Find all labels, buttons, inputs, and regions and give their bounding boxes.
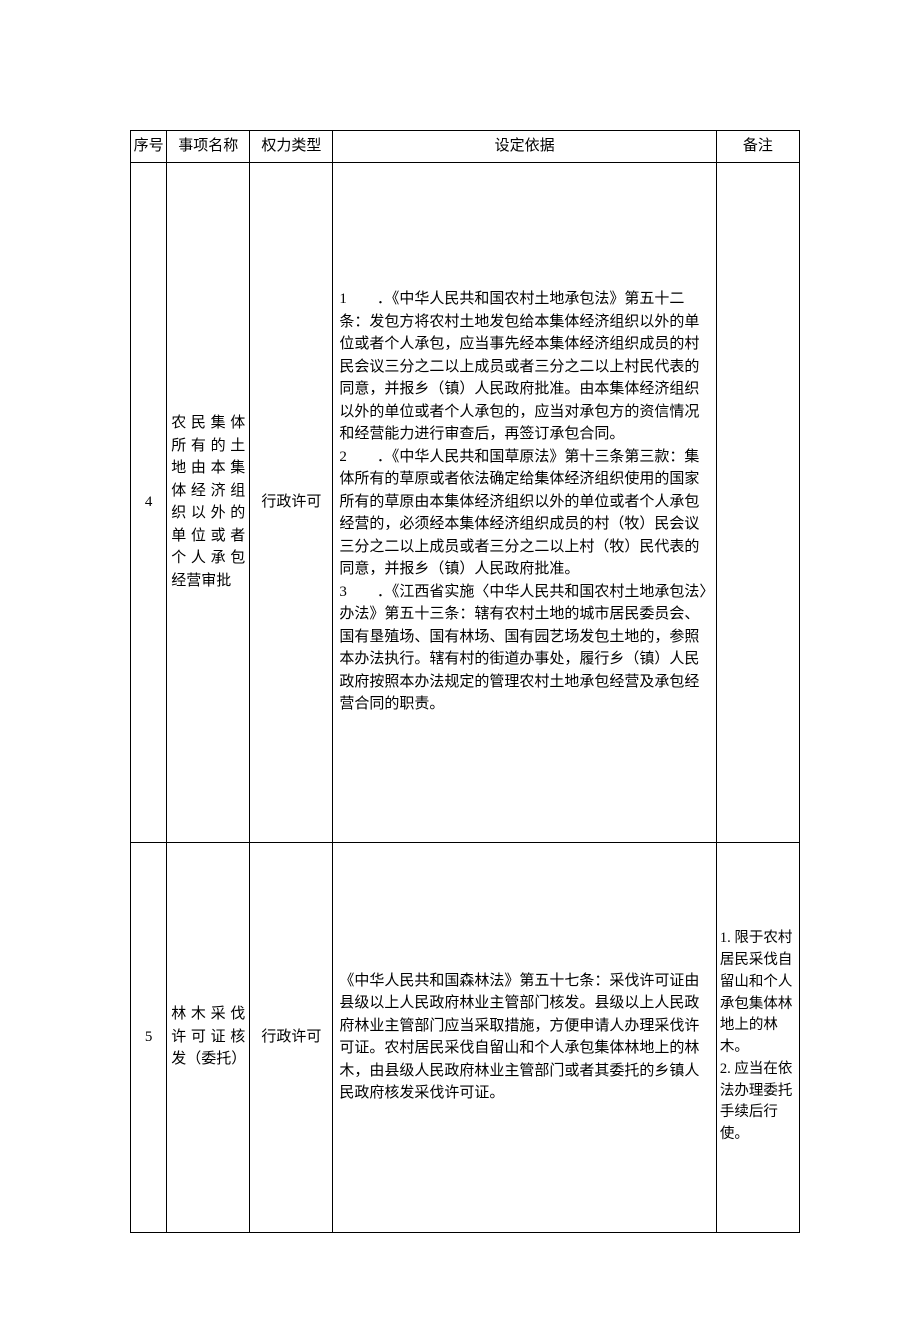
col-header-basis: 设定依据: [333, 131, 717, 163]
permissions-table: 序号 事项名称 权力类型 设定依据 备注 4 农民集体所有的土地由本集体经济组织…: [130, 130, 800, 1233]
cell-name: 林木采伐许可证核发（委托）: [169, 1001, 247, 1073]
cell-remark: 1. 限于农村居民采伐自留山和个人承包集体林地上的林木。2. 应当在依法办理委托…: [719, 926, 797, 1148]
cell-basis: 《中华人民共和国森林法》第五十七条：采伐许可证由县级以上人民政府林业主管部门核发…: [335, 968, 714, 1107]
cell-seq: 5: [131, 842, 167, 1232]
cell-basis: 1 ．《中华人民共和国农村土地承包法》第五十二条：发包方将农村土地发包给本集体经…: [335, 286, 714, 718]
col-header-name: 事项名称: [167, 131, 250, 163]
col-header-remark: 备注: [716, 131, 799, 163]
cell-type: 行政许可: [250, 162, 333, 842]
col-header-type: 权力类型: [250, 131, 333, 163]
cell-name: 农民集体所有的土地由本集体经济组织以外的单位或者个人承包经营审批: [169, 410, 247, 594]
col-header-seq: 序号: [131, 131, 167, 163]
table-row: 5 林木采伐许可证核发（委托） 行政许可 《中华人民共和国森林法》第五十七条：采…: [131, 842, 800, 1232]
cell-type: 行政许可: [250, 842, 333, 1232]
cell-seq: 4: [131, 162, 167, 842]
table-header-row: 序号 事项名称 权力类型 设定依据 备注: [131, 131, 800, 163]
table-row: 4 农民集体所有的土地由本集体经济组织以外的单位或者个人承包经营审批 行政许可 …: [131, 162, 800, 842]
cell-remark: [719, 500, 797, 504]
